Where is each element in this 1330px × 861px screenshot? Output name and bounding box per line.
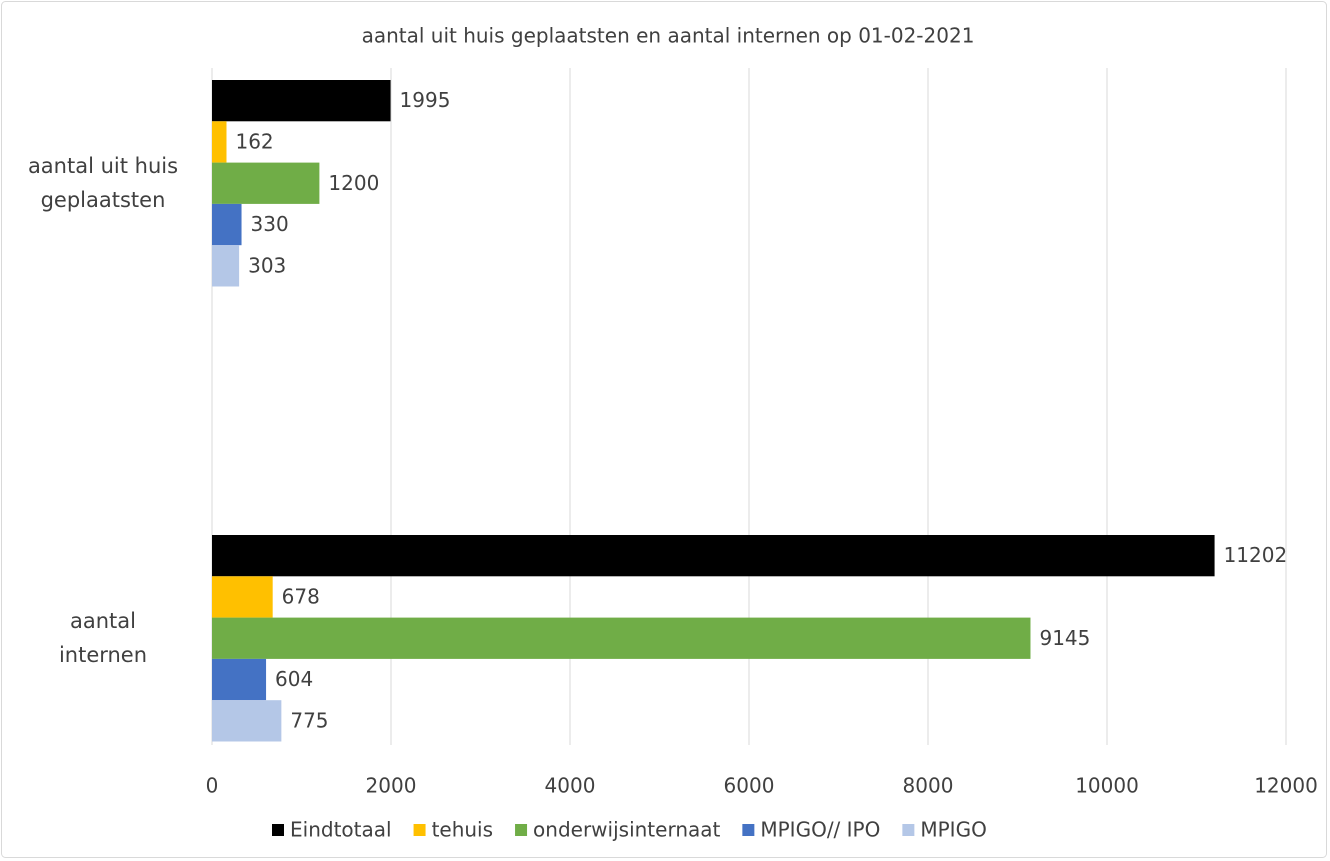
data-label: 1995 [400, 88, 451, 112]
bar [212, 162, 320, 204]
data-label: 9145 [1039, 626, 1090, 650]
x-tick-label: 4000 [545, 774, 596, 798]
bar [212, 617, 1031, 659]
bar [212, 535, 1215, 577]
bar [212, 245, 240, 287]
x-tick-label: 0 [206, 774, 219, 798]
chart-title: aantal uit huis geplaatsten en aantal in… [362, 24, 975, 48]
data-label: 775 [290, 708, 328, 732]
legend-swatch [272, 824, 284, 836]
x-tick-label: 10000 [1075, 774, 1139, 798]
legend-swatch [742, 824, 755, 836]
legend-swatch [515, 824, 528, 836]
legend-label: onderwijsinternaat [533, 818, 720, 842]
data-label: 604 [275, 667, 313, 691]
data-label: 303 [248, 253, 286, 277]
bar [212, 203, 242, 246]
x-tick-label: 12000 [1254, 774, 1318, 798]
data-label: 1200 [328, 171, 379, 195]
data-label: 330 [251, 212, 289, 236]
legend-swatch [902, 824, 915, 836]
legend-label: MPIGO [920, 818, 986, 842]
legend-label: Eindtotaal [290, 818, 392, 842]
y-tick-label: aantal internen [58, 609, 148, 668]
bar [212, 80, 391, 122]
legend-label: MPIGO// IPO [760, 818, 880, 842]
bar [212, 700, 282, 742]
legend-swatch [413, 824, 426, 836]
data-label: 11202 [1224, 543, 1288, 567]
data-label: 678 [282, 584, 320, 608]
x-tick-label: 2000 [366, 774, 417, 798]
bar [212, 121, 227, 163]
y-tick-label: aantal uit huis geplaatsten [27, 154, 179, 213]
bar [212, 576, 273, 618]
legend-label: tehuis [432, 818, 493, 842]
bar [212, 658, 267, 701]
data-label: 162 [235, 129, 273, 153]
x-tick-label: 6000 [724, 774, 775, 798]
x-tick-label: 8000 [903, 774, 954, 798]
